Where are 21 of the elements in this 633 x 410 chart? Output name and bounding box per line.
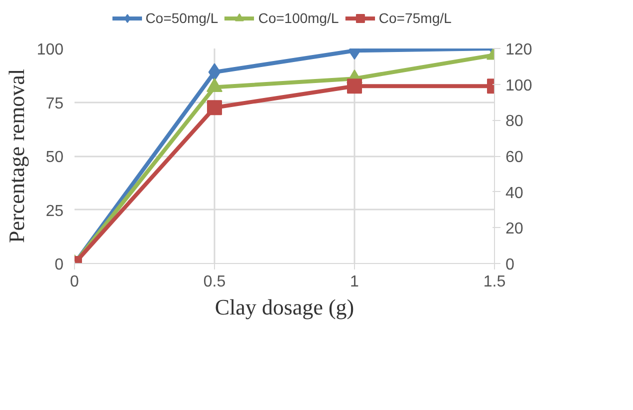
x-axis-title: Clay dosage (g) bbox=[214, 294, 354, 320]
y2-tick-label: 60 bbox=[506, 149, 524, 166]
legend-label: Co=50mg/L bbox=[145, 10, 218, 26]
y2-tick-label: 80 bbox=[506, 113, 524, 130]
legend-label: Co=100mg/L bbox=[258, 10, 339, 26]
x-tick-label: 1.5 bbox=[483, 274, 506, 290]
y-axis-title: Percentage removal bbox=[4, 68, 29, 244]
legend-label: Co=75mg/L bbox=[378, 10, 452, 26]
x-tick-label: 0.5 bbox=[203, 274, 226, 290]
x-tick-label: 1 bbox=[350, 274, 360, 290]
y-tick-label: 100 bbox=[36, 42, 64, 58]
y-tick-label: 25 bbox=[46, 202, 64, 220]
y2-tick-label: 40 bbox=[506, 184, 524, 202]
x-tick-label: 0 bbox=[70, 274, 80, 290]
y-tick-label: 50 bbox=[46, 149, 64, 166]
y2-tick-label: 120 bbox=[506, 42, 532, 58]
y2-tick-label: 20 bbox=[506, 220, 524, 238]
y-tick-label: 75 bbox=[46, 95, 64, 112]
y2-tick-label: 100 bbox=[506, 77, 532, 94]
y-tick-label: 0 bbox=[54, 256, 64, 274]
y2-tick-label: 0 bbox=[506, 256, 514, 274]
